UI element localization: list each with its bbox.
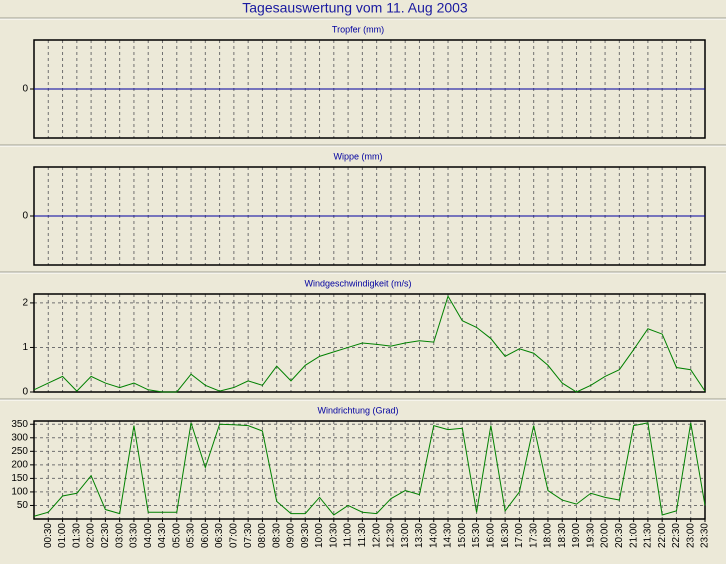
chart-title: Tropfer (mm): [332, 24, 384, 34]
x-tick-label: 06:00: [200, 523, 211, 548]
x-tick-label: 04:00: [143, 523, 154, 548]
chart-title: Wippe (mm): [334, 151, 383, 161]
plot-frame: [33, 420, 706, 520]
y-tick-label: 150: [11, 473, 28, 484]
y-tick-label: 0: [22, 211, 28, 222]
x-tick-label: 09:30: [300, 523, 311, 548]
x-tick-label: 16:00: [485, 523, 496, 548]
x-tick-label: 03:00: [114, 523, 125, 548]
x-tick-label: 11:30: [357, 523, 368, 548]
x-tick-label: 10:30: [328, 523, 339, 548]
data-line: [33, 422, 706, 517]
x-tick-label: 21:30: [643, 523, 654, 548]
x-tick-label: 04:30: [157, 523, 168, 548]
y-tick-label: 2: [22, 298, 28, 309]
x-tick-label: 07:30: [243, 523, 254, 548]
y-tick-label: 100: [11, 487, 28, 498]
x-tick-label: 15:30: [471, 523, 482, 548]
x-tick-label: 23:00: [685, 523, 696, 548]
x-tick-label: 14:00: [428, 523, 439, 548]
x-tick-label: 20:00: [600, 523, 611, 548]
x-tick-label: 01:30: [71, 523, 82, 548]
x-tick-label: 17:00: [514, 523, 525, 548]
x-tick-label: 13:30: [414, 523, 425, 548]
plot-frame: [33, 293, 706, 393]
x-tick-label: 18:00: [543, 523, 554, 548]
y-tick-label: 350: [11, 419, 28, 430]
x-tick-label: 08:30: [271, 523, 282, 548]
y-tick-label: 50: [17, 500, 29, 511]
x-tick-label: 21:00: [628, 523, 639, 548]
x-tick-label: 01:00: [57, 523, 68, 548]
x-tick-label: 14:30: [443, 523, 454, 548]
x-tick-label: 02:30: [100, 523, 111, 548]
x-tick-label: 02:00: [86, 523, 97, 548]
x-tick-label: 18:30: [557, 523, 568, 548]
x-tick-label: 17:30: [528, 523, 539, 548]
x-tick-label: 13:00: [400, 523, 411, 548]
x-tick-label: 12:30: [386, 523, 397, 548]
page-title: Tagesauswertung vom 11. Aug 2003: [242, 0, 468, 16]
x-tick-label: 16:30: [500, 523, 511, 548]
x-tick-label: 05:30: [186, 523, 197, 548]
x-tick-label: 00:30: [43, 523, 54, 548]
data-line: [33, 294, 706, 393]
y-tick-label: 0: [22, 84, 28, 95]
y-tick-label: 250: [11, 446, 28, 457]
x-tick-label: 06:30: [214, 523, 225, 548]
x-tick-label: 20:30: [614, 523, 625, 548]
y-tick-label: 1: [22, 342, 28, 353]
y-tick-label: 0: [22, 387, 28, 398]
x-tick-label: 08:00: [257, 523, 268, 548]
y-tick-label: 300: [11, 432, 28, 443]
x-tick-label: 07:00: [229, 523, 240, 548]
x-tick-label: 22:00: [657, 523, 668, 548]
x-tick-label: 19:00: [571, 523, 582, 548]
x-tick-label: 10:00: [314, 523, 325, 548]
chart-title: Windrichtung (Grad): [317, 405, 398, 415]
y-tick-label: 200: [11, 459, 28, 470]
x-tick-label: 03:30: [129, 523, 140, 548]
x-tick-label: 19:30: [585, 523, 596, 548]
x-tick-label: 09:00: [286, 523, 297, 548]
chart-title: Windgeschwindigkeit (m/s): [304, 278, 411, 288]
x-tick-label: 15:00: [457, 523, 468, 548]
x-tick-label: 23:30: [700, 523, 711, 548]
x-tick-label: 22:30: [671, 523, 682, 548]
x-tick-label: 11:00: [343, 523, 354, 548]
x-tick-label: 05:00: [171, 523, 182, 548]
x-tick-label: 12:00: [371, 523, 382, 548]
